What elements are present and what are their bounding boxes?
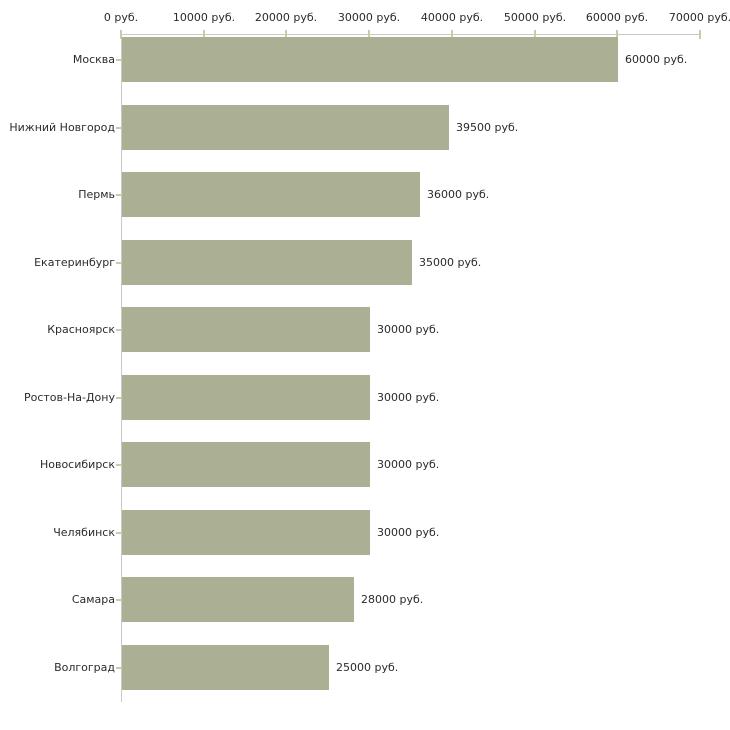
y-axis-tick — [116, 262, 121, 264]
value-label: 28000 руб. — [361, 593, 424, 606]
category-label: Красноярск — [47, 323, 115, 336]
value-label: 30000 руб. — [377, 458, 440, 471]
bar — [122, 645, 329, 690]
value-label: 39500 руб. — [456, 121, 519, 134]
bar — [122, 105, 449, 150]
x-axis-tick — [203, 30, 205, 39]
x-axis-tick — [534, 30, 536, 39]
bar — [122, 307, 370, 352]
y-axis-tick — [116, 464, 121, 466]
category-label: Москва — [72, 53, 115, 66]
x-tick-label: 10000 руб. — [172, 11, 236, 24]
x-tick-label: 50000 руб. — [503, 11, 567, 24]
category-label: Самара — [71, 593, 115, 606]
x-tick-label: 20000 руб. — [254, 11, 318, 24]
y-axis-tick — [116, 599, 121, 601]
x-axis-tick — [451, 30, 453, 39]
category-label: Новосибирск — [39, 458, 115, 471]
x-axis-line — [121, 34, 701, 35]
bar — [122, 510, 370, 555]
x-tick-label: 0 руб. — [103, 11, 139, 24]
category-label: Екатеринбург — [34, 256, 115, 269]
category-label: Волгоград — [54, 661, 115, 674]
x-tick-label: 70000 руб. — [668, 11, 730, 24]
x-axis-tick — [616, 30, 618, 39]
value-label: 25000 руб. — [336, 661, 399, 674]
bar — [122, 375, 370, 420]
category-label: Пермь — [78, 188, 115, 201]
y-axis-tick — [116, 532, 121, 534]
y-axis-tick — [116, 127, 121, 129]
bar — [122, 240, 412, 285]
x-axis-tick — [285, 30, 287, 39]
value-label: 35000 руб. — [419, 256, 482, 269]
bar — [122, 442, 370, 487]
category-label: Ростов-На-Дону — [23, 391, 115, 404]
x-tick-label: 30000 руб. — [337, 11, 401, 24]
bar — [122, 37, 618, 82]
y-axis-tick — [116, 397, 121, 399]
value-label: 36000 руб. — [427, 188, 490, 201]
x-axis-tick — [699, 30, 701, 39]
value-label: 30000 руб. — [377, 323, 440, 336]
value-label: 30000 руб. — [377, 391, 440, 404]
x-axis-tick — [120, 30, 122, 39]
y-axis-tick — [116, 667, 121, 669]
y-axis-line — [121, 34, 122, 702]
value-label: 30000 руб. — [377, 526, 440, 539]
value-label: 60000 руб. — [625, 53, 688, 66]
y-axis-tick — [116, 59, 121, 61]
category-label: Челябинск — [53, 526, 115, 539]
bar — [122, 172, 420, 217]
x-axis-tick — [368, 30, 370, 39]
y-axis-tick — [116, 194, 121, 196]
x-tick-label: 60000 руб. — [585, 11, 649, 24]
bar — [122, 577, 354, 622]
x-tick-label: 40000 руб. — [420, 11, 484, 24]
y-axis-tick — [116, 329, 121, 331]
category-label: Нижний Новгород — [9, 121, 115, 134]
